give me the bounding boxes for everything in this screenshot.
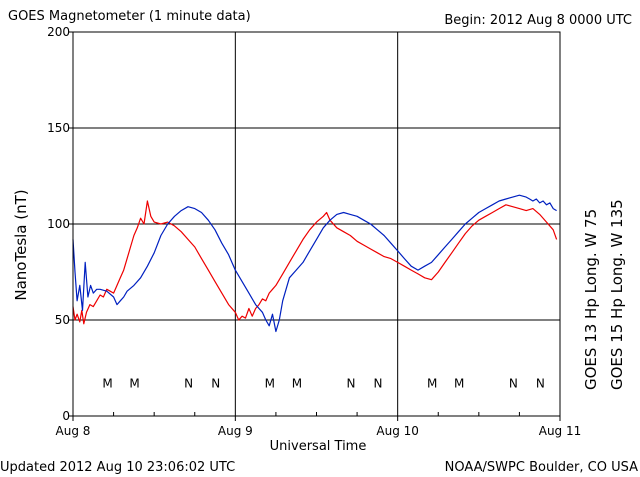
x-tick-label-3: Aug 11 bbox=[539, 424, 582, 438]
legend-goes13: GOES 13 Hp Long. W 75 bbox=[582, 209, 600, 390]
annotation-n-6: N bbox=[347, 376, 356, 390]
y-tick-labels: 0 50 100 150 200 bbox=[47, 25, 70, 423]
annotation-m-5: M bbox=[292, 376, 302, 390]
annotation-m-9: M bbox=[454, 376, 464, 390]
data-source: NOAA/SWPC Boulder, CO USA bbox=[445, 460, 638, 475]
y-tick-label-4: 200 bbox=[47, 25, 70, 39]
annotation-m-4: M bbox=[265, 376, 275, 390]
annotation-n-2: N bbox=[184, 376, 193, 390]
x-axis-label: Universal Time bbox=[270, 439, 367, 454]
x-tick-label-2: Aug 10 bbox=[376, 424, 419, 438]
legend-goes15: GOES 15 Hp Long. W 135 bbox=[608, 199, 626, 390]
series-line-goes13 bbox=[72, 200, 558, 325]
axis-ticks bbox=[68, 31, 561, 421]
annotation-m-1: M bbox=[129, 376, 139, 390]
x-tick-labels: Aug 8 Aug 9 Aug 10 Aug 11 bbox=[56, 424, 582, 438]
x-tick-label-0: Aug 8 bbox=[56, 424, 91, 438]
annotation-n-10: N bbox=[509, 376, 518, 390]
begin-label: Begin: 2012 Aug 8 0000 UTC bbox=[444, 13, 632, 28]
x-tick-label-1: Aug 9 bbox=[218, 424, 253, 438]
y-tick-label-3: 150 bbox=[47, 121, 70, 135]
annotation-m-8: M bbox=[427, 376, 437, 390]
gridlines bbox=[73, 32, 560, 416]
y-tick-label-1: 50 bbox=[55, 313, 70, 327]
chart-title: GOES Magnetometer (1 minute data) bbox=[8, 9, 251, 24]
annotation-n-7: N bbox=[374, 376, 383, 390]
annotation-m-0: M bbox=[102, 376, 112, 390]
y-axis-label: NanoTesla (nT) bbox=[12, 189, 30, 300]
plot-lines bbox=[72, 194, 558, 333]
y-tick-label-2: 100 bbox=[47, 217, 70, 231]
annotation-n-3: N bbox=[211, 376, 220, 390]
annotation-n-11: N bbox=[536, 376, 545, 390]
y-tick-label-0: 0 bbox=[62, 409, 70, 423]
updated-timestamp: Updated 2012 Aug 10 23:06:02 UTC bbox=[0, 460, 235, 475]
series-line-goes15 bbox=[72, 194, 557, 333]
